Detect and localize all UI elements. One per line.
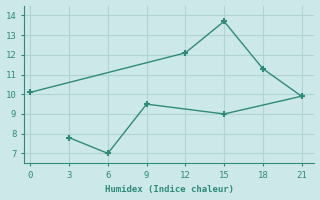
- X-axis label: Humidex (Indice chaleur): Humidex (Indice chaleur): [105, 185, 234, 194]
